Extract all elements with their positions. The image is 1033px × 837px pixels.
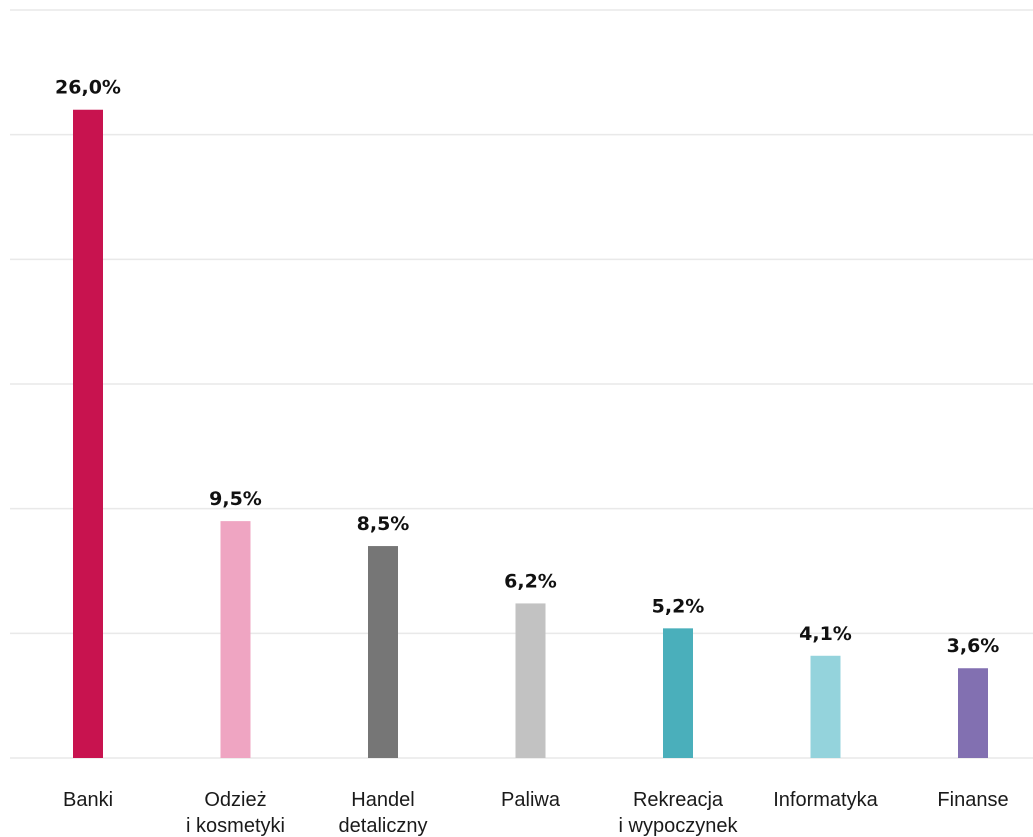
category-label-line: Banki <box>63 789 113 811</box>
category-label-line: i kosmetyki <box>186 815 285 837</box>
bars <box>73 109 988 758</box>
bar-value-label: 4,1% <box>799 623 852 645</box>
bar-value-label: 5,2% <box>652 595 705 617</box>
bar-value-label: 6,2% <box>504 570 557 592</box>
bar <box>663 628 693 758</box>
category-label: Banki <box>63 789 113 811</box>
category-label-line: Rekreacja <box>633 789 724 811</box>
category-label: Odzież i kosmetyki <box>186 789 285 837</box>
gridlines <box>10 9 1033 759</box>
category-label-line: Finanse <box>937 789 1008 811</box>
bar-value-label: 3,6% <box>947 635 1000 657</box>
category-labels: Banki Odzież i kosmetyki Handel detaliczny Pa… <box>63 789 1009 837</box>
bar-value-label: 26,0% <box>55 77 121 99</box>
bar-value-label: 9,5% <box>209 488 262 510</box>
category-label: Finanse <box>937 789 1008 811</box>
category-label: Informatyka <box>773 789 878 811</box>
bar-value-label: 8,5% <box>357 513 410 535</box>
bar <box>810 655 841 758</box>
category-label-line: Odzież <box>204 789 266 811</box>
category-label: Rekreacja i wypoczynek <box>619 789 739 837</box>
category-label-line: Handel <box>351 789 414 811</box>
bar <box>515 603 546 758</box>
bar <box>368 546 398 758</box>
category-label-line: i wypoczynek <box>619 815 739 837</box>
category-label-line: Informatyka <box>773 789 878 811</box>
category-label: Handel detaliczny <box>339 789 428 837</box>
bar <box>958 668 988 758</box>
value-labels: 26,0% 9,5% 8,5% 6,2% 5,2% 4,1% 3,6% <box>55 77 999 658</box>
category-label-line: Paliwa <box>501 789 561 811</box>
bar <box>220 521 251 758</box>
bar <box>73 109 103 758</box>
category-label: Paliwa <box>501 789 561 811</box>
category-label-line: detaliczny <box>339 815 428 837</box>
